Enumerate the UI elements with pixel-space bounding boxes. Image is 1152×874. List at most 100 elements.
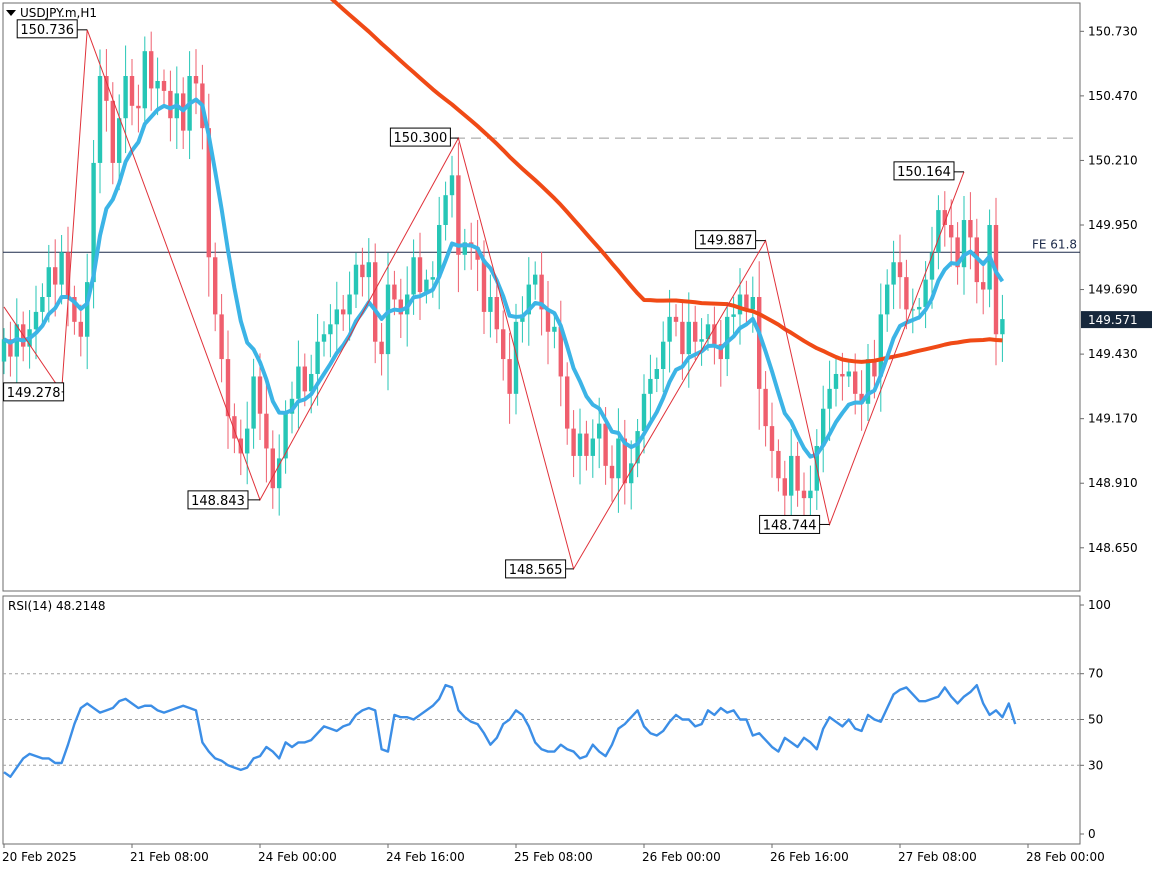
zigzag-label-box (893, 161, 955, 181)
candle-body (385, 284, 391, 355)
candle-body (341, 309, 346, 315)
rsi-axis-label: 0 (1088, 827, 1096, 841)
candle-body (360, 264, 365, 278)
candle-body (878, 314, 883, 377)
candle-body (366, 262, 371, 278)
candle-body (1000, 319, 1005, 335)
candle-body (712, 324, 717, 345)
candle-body (334, 309, 339, 325)
candle-body (8, 339, 13, 357)
candle-body (347, 294, 352, 315)
time-axis-label: 20 Feb 2025 (2, 850, 77, 864)
candle-body (705, 324, 711, 340)
candle-body (46, 267, 51, 297)
candle-body (245, 428, 250, 454)
candle-body (526, 284, 531, 315)
price-axis-label: 148.650 (1088, 541, 1138, 555)
candle-body (110, 100, 115, 163)
candle-body (904, 277, 909, 310)
candle-body (78, 321, 83, 337)
candle-body (763, 388, 768, 427)
rsi-title: RSI(14) 48.2148 (8, 599, 106, 613)
candle-body (251, 376, 256, 429)
candle-body (91, 162, 96, 283)
zigzag-price-label: 148.565 (505, 559, 574, 579)
candle-body (840, 373, 845, 377)
candle-body (238, 438, 243, 454)
candle-body (699, 339, 704, 342)
candle-body (65, 252, 71, 297)
chart-symbol-title: USDJPY.m,H1 (20, 6, 97, 20)
candle-body (846, 371, 851, 377)
candle-body (136, 105, 141, 109)
zigzag-label-text: 150.164 (897, 165, 951, 180)
zigzag-price-label: 150.300 (389, 127, 459, 147)
candle-body (494, 297, 499, 330)
candle-body (168, 90, 173, 119)
candle-body (379, 341, 384, 355)
candle-body (552, 326, 557, 332)
rsi-axis-label: 30 (1088, 758, 1103, 772)
candle-body (981, 282, 986, 290)
candle-body (277, 458, 282, 489)
candle-body (897, 262, 903, 278)
rsi-layer (3, 673, 1080, 778)
candle-body (33, 311, 39, 330)
candle-body (955, 237, 960, 268)
time-axis-label: 24 Feb 00:00 (258, 850, 337, 864)
candle-body (373, 262, 378, 342)
candle-body (654, 369, 659, 379)
chart-menu-triangle-icon[interactable] (6, 10, 16, 16)
candle-body (833, 373, 839, 389)
candle-body (123, 76, 128, 119)
candle-body (155, 80, 160, 89)
candle-body (808, 490, 813, 499)
candle-body (398, 299, 403, 315)
rsi-axis-label: 100 (1088, 598, 1111, 612)
candle-body (731, 314, 736, 317)
candle-body (629, 463, 634, 484)
zigzag-label-text: 150.736 (20, 23, 74, 38)
zigzag-price-label: 148.843 (187, 490, 260, 510)
candle-body (72, 297, 77, 322)
time-axis-label: 25 Feb 08:00 (514, 850, 593, 864)
candle-body (795, 455, 800, 491)
candle-body (923, 279, 928, 307)
candle-body (622, 438, 627, 484)
price-axis-label: 150.210 (1088, 153, 1138, 167)
candle-body (603, 423, 608, 466)
candle-body (193, 76, 199, 84)
candle-body (104, 76, 109, 101)
candle-body (85, 282, 90, 337)
candle-body (801, 490, 807, 499)
candle-body (309, 373, 314, 392)
candle-body (424, 279, 429, 293)
candle-body (737, 294, 743, 315)
candle-body (635, 431, 640, 464)
candle-body (910, 309, 915, 311)
candle-body (680, 321, 685, 355)
candle-body (449, 175, 455, 196)
candle-body (328, 324, 333, 335)
candle-body (609, 465, 615, 479)
zigzag-label-text: 149.887 (699, 234, 753, 249)
candle-body (270, 448, 275, 489)
candle-body (321, 334, 327, 342)
axis-layer: 150.730 150.470 150.210 149.950 149.690 149.4… (2, 24, 1152, 864)
fast-ma-line (3, 97, 1005, 459)
candle-body (648, 378, 653, 394)
candle-body (129, 76, 135, 106)
price-axis-label: 148.910 (1088, 476, 1138, 490)
current-price-text: 149.571 (1088, 313, 1138, 327)
candle-body (545, 309, 551, 332)
zigzag-label-text: 148.744 (763, 518, 817, 533)
candle-body (929, 252, 935, 280)
candle-body (821, 408, 826, 446)
candle-body (392, 284, 397, 300)
candle-body (488, 297, 493, 312)
candle-body (353, 264, 359, 295)
candle-body (590, 438, 595, 456)
current-price-tag (1081, 311, 1152, 329)
candle-body (693, 321, 698, 342)
